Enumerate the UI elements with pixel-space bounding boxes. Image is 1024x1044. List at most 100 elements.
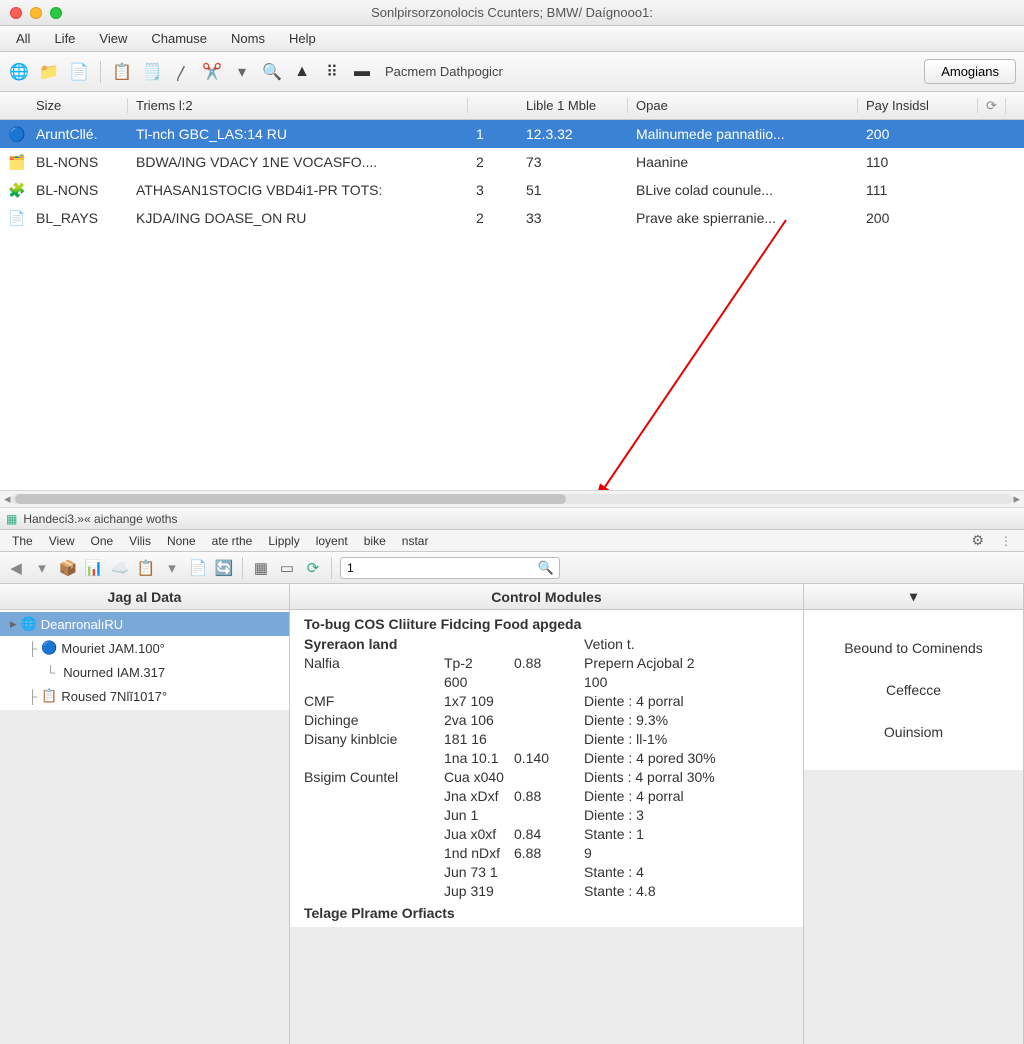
chart-icon[interactable]: 📊 [84, 558, 104, 578]
page-icon[interactable]: 📄 [188, 558, 208, 578]
p2m-9[interactable]: nstar [396, 532, 435, 550]
cell-opae: Haanine [628, 154, 858, 170]
box-icon[interactable]: 📦 [58, 558, 78, 578]
doc-icon[interactable]: 📄 [68, 61, 90, 83]
down-icon[interactable]: ▾ [162, 558, 182, 578]
tree-label: DeanronalıRU [41, 617, 123, 632]
separator [100, 61, 101, 83]
p2m-4[interactable]: None [161, 532, 202, 550]
menu-noms[interactable]: Noms [221, 28, 275, 49]
minimize-icon[interactable] [30, 7, 42, 19]
back-icon[interactable]: ◀ [6, 558, 26, 578]
tree-item[interactable]: └ Nourned IAM.317 [0, 660, 289, 684]
mid-content: To-bug COS Cliiture Fidcing Food apgeda … [290, 610, 803, 927]
chip-icon[interactable]: ▬ [351, 61, 373, 83]
h-scrollbar[interactable]: ◂ ▸ [0, 490, 1024, 508]
col-refresh-icon[interactable]: ⟳ [978, 98, 1006, 114]
mid-cell [514, 769, 584, 785]
mid-cell: Jun 73 1 [444, 864, 514, 880]
mid-cell: Diente : 4 porral [584, 693, 784, 709]
cell-size: BL-NONS [28, 182, 128, 198]
table-row[interactable]: 🔵AruntCllé.Tl-nch GBC_LAS:14 RU112.3.32M… [0, 120, 1024, 148]
zoom-icon[interactable] [50, 7, 62, 19]
p2m-5[interactable]: ate rthe [206, 532, 259, 550]
folder-icon[interactable]: 📁 [38, 61, 60, 83]
grid-icon[interactable]: ⠿ [321, 61, 343, 83]
mid-cell [304, 826, 444, 842]
menu-all[interactable]: All [6, 28, 40, 49]
window-icon[interactable]: ▭ [277, 558, 297, 578]
sep [242, 557, 243, 579]
p2m-6[interactable]: Lipply [262, 532, 305, 550]
table-row[interactable]: 📄BL_RAYSKJDA/ING DOASE_ON RU233Prave ake… [0, 204, 1024, 232]
mid-cell: Nalfia [304, 655, 444, 671]
mid-cell: 9 [584, 845, 784, 861]
cell-lible: 33 [518, 210, 628, 226]
right-column: ▾ Beound to Cominends Ceffecce Ouinsiom [804, 584, 1024, 1044]
chev-icon[interactable]: ▾ [32, 558, 52, 578]
clipboard-icon[interactable]: 📋 [111, 61, 133, 83]
dropdown-icon[interactable]: ▾ [231, 61, 253, 83]
mid-cell [514, 712, 584, 728]
close-icon[interactable] [10, 7, 22, 19]
tree-item[interactable]: ▸🌐DeanronalıRU [0, 612, 289, 636]
globe-icon[interactable]: 🌐 [8, 61, 30, 83]
refresh2-icon[interactable]: ⟳ [303, 558, 323, 578]
tree-label: Nourned IAM.317 [63, 665, 165, 680]
p2m-1[interactable]: View [43, 532, 81, 550]
sync-icon[interactable]: 🔄 [214, 558, 234, 578]
tree-connector: ├ [28, 641, 37, 656]
mid-title: To-bug COS Cliiture Fidcing Food apgeda [304, 616, 793, 632]
menu-chamuse[interactable]: Chamuse [141, 28, 217, 49]
tree-toggle-icon[interactable]: ▸ [10, 616, 17, 632]
dot-icon[interactable]: ⋮ [994, 532, 1018, 550]
gear-icon[interactable]: ⚙ [965, 530, 990, 551]
cloud-icon[interactable]: ☁️ [110, 558, 130, 578]
warning-icon[interactable]: ▲ [291, 61, 313, 83]
mid-cell: 1na 10.1 [444, 750, 514, 766]
right-header[interactable]: ▾ [804, 584, 1023, 610]
tools-icon[interactable]: ✂️ [201, 61, 223, 83]
cell-lible: 73 [518, 154, 628, 170]
cell-opae: Prave ake spierranie... [628, 210, 858, 226]
p2m-2[interactable]: One [84, 532, 119, 550]
right-item[interactable]: Ouinsiom [884, 724, 943, 740]
search-input[interactable] [340, 557, 560, 579]
p2m-7[interactable]: loyent [310, 532, 354, 550]
mid-cell [514, 693, 584, 709]
search-icon[interactable]: 🔍 [261, 61, 283, 83]
left-column: Jag al Data ▸🌐DeanronalıRU├🔵Mouriet JAM.… [0, 584, 290, 1044]
mid-cell: Stante : 4 [584, 864, 784, 880]
p2m-0[interactable]: The [6, 532, 39, 550]
amogians-button[interactable]: Amogians [924, 59, 1016, 84]
tree-item[interactable]: ├📋Roused 7Nlĭ1017° [0, 684, 289, 708]
mid-cell: Jun 1 [444, 807, 514, 823]
mid-cell [514, 807, 584, 823]
col-size[interactable]: Size [28, 98, 128, 113]
paste-icon[interactable]: 📋 [136, 558, 156, 578]
table-row[interactable]: 🗂️BL-NONSBDWA/ING VDACY 1NE VOCASFO....2… [0, 148, 1024, 176]
menu-help[interactable]: Help [279, 28, 326, 49]
col-triems[interactable]: Triems l:2 [128, 98, 468, 113]
col-lible[interactable]: Lible 1 Mble [518, 98, 628, 113]
right-content: Beound to Cominends Ceffecce Ouinsiom [804, 610, 1023, 770]
grid2-icon[interactable]: ▦ [251, 558, 271, 578]
table-row[interactable]: 🧩BL-NONSATHASAN1STOCIG VBD4i1-PR TOTS:35… [0, 176, 1024, 204]
right-item[interactable]: Beound to Cominends [844, 640, 983, 656]
menu-life[interactable]: Life [44, 28, 85, 49]
note-icon[interactable]: 🗒️ [141, 61, 163, 83]
slash-icon[interactable]: 〳 [171, 61, 193, 83]
col-opae[interactable]: Opae [628, 98, 858, 113]
right-item[interactable]: Ceffecce [886, 682, 941, 698]
cell-size: AruntCllé. [28, 126, 128, 142]
tree-item[interactable]: ├🔵Mouriet JAM.100° [0, 636, 289, 660]
p2m-8[interactable]: bike [358, 532, 392, 550]
mid-header: Control Modules [290, 584, 803, 610]
menu-view[interactable]: View [89, 28, 137, 49]
search-field[interactable]: 🔍 [340, 557, 560, 579]
col-pay[interactable]: Pay Insidsl [858, 98, 978, 113]
tree-connector: └ [46, 665, 55, 680]
mid-cell: Dients : 4 porral 30% [584, 769, 784, 785]
p2m-3[interactable]: Vilis [123, 532, 157, 550]
mid-cell [514, 731, 584, 747]
